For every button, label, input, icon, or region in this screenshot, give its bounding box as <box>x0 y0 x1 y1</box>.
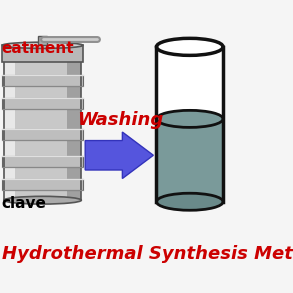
Ellipse shape <box>4 196 81 204</box>
Text: Hydrothermal Synthesis Met: Hydrothermal Synthesis Met <box>1 245 292 263</box>
Ellipse shape <box>156 110 223 127</box>
Ellipse shape <box>156 193 223 210</box>
FancyBboxPatch shape <box>156 119 223 202</box>
FancyBboxPatch shape <box>2 45 83 62</box>
FancyBboxPatch shape <box>156 47 223 202</box>
FancyArrow shape <box>85 132 153 178</box>
FancyBboxPatch shape <box>67 58 81 200</box>
FancyBboxPatch shape <box>2 75 83 86</box>
Text: Washing: Washing <box>77 111 163 129</box>
FancyBboxPatch shape <box>2 98 83 109</box>
FancyBboxPatch shape <box>4 58 81 200</box>
FancyBboxPatch shape <box>2 156 83 167</box>
FancyBboxPatch shape <box>4 58 16 200</box>
Text: clave: clave <box>1 196 46 211</box>
Text: eatment: eatment <box>1 41 74 56</box>
FancyBboxPatch shape <box>2 179 83 190</box>
FancyBboxPatch shape <box>2 129 83 140</box>
Ellipse shape <box>156 38 223 55</box>
FancyBboxPatch shape <box>38 36 47 45</box>
Ellipse shape <box>2 42 83 48</box>
